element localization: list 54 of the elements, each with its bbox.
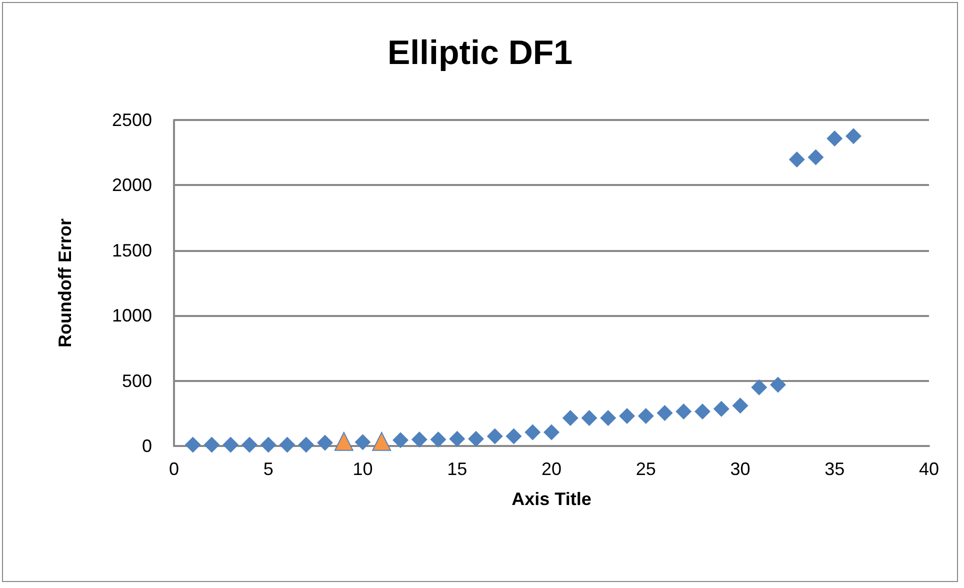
point (826, 130, 843, 147)
point (317, 434, 333, 451)
point (713, 400, 730, 417)
point (770, 376, 786, 393)
point (619, 408, 635, 424)
chart-title: Elliptic DF1 (387, 34, 573, 72)
x-tick-label: 25 (636, 459, 656, 479)
point (694, 403, 710, 420)
x-axis-title: Axis Title (512, 489, 592, 509)
point (334, 432, 354, 451)
x-tick-label: 5 (263, 459, 274, 479)
point (242, 436, 258, 453)
point (260, 436, 276, 453)
point (372, 432, 392, 451)
x-tick-label: 35 (824, 459, 845, 479)
point (562, 410, 578, 426)
y-tick-label: 500 (122, 370, 152, 391)
point (808, 149, 824, 166)
point (486, 428, 503, 444)
point (204, 436, 220, 453)
point (222, 436, 239, 453)
point (411, 431, 428, 448)
x-tick-label: 40 (918, 459, 940, 479)
point (732, 398, 748, 414)
x-tick-label: 30 (730, 459, 750, 479)
point (846, 128, 862, 144)
y-tick-label: 1000 (112, 306, 152, 326)
y-tick-label: 2500 (112, 110, 152, 130)
point (468, 430, 484, 447)
point (279, 436, 296, 453)
point (184, 436, 201, 453)
point (354, 434, 371, 450)
x-tick-label: 10 (352, 459, 373, 479)
point (676, 403, 692, 420)
y-tick-label: 0 (142, 436, 152, 456)
y-tick-label: 2000 (112, 175, 152, 196)
point (581, 410, 598, 426)
x-tick-label: 20 (541, 459, 562, 479)
point (638, 408, 654, 424)
point (524, 424, 541, 440)
x-tick-label: 0 (168, 459, 180, 479)
point (298, 436, 314, 453)
point (600, 410, 616, 426)
x-tick-label: 15 (447, 459, 468, 479)
point (656, 405, 673, 422)
point (430, 431, 446, 448)
y-axis-title: Roundoff Error (55, 218, 75, 348)
point (788, 152, 805, 168)
point (751, 379, 768, 396)
y-tick-label: 1500 (112, 240, 152, 260)
point (392, 432, 408, 448)
point (506, 428, 522, 444)
point (449, 430, 466, 447)
point (544, 424, 560, 440)
